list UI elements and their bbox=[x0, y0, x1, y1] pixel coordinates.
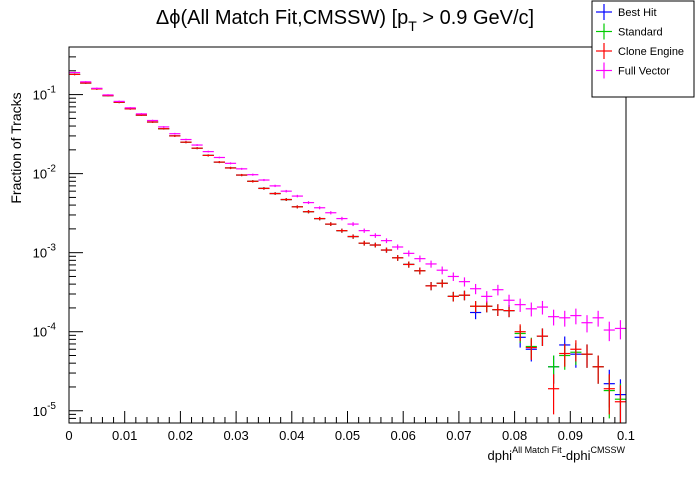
legend-box bbox=[591, 0, 695, 98]
data-layer bbox=[69, 71, 626, 423]
x-axis-label: dphiAll Match Fit-dphiCMSSW bbox=[487, 445, 625, 463]
y-tick-label: 10-5 bbox=[33, 401, 57, 419]
chart-title-tail: > 0.9 GeV/c] bbox=[417, 7, 534, 29]
legend: Best Hit Standard Clone Engine Full Vector bbox=[591, 0, 695, 98]
x-tick-label: 0.03 bbox=[223, 428, 248, 443]
x-tick-label: 0.08 bbox=[502, 428, 527, 443]
x-tick-label: 0.04 bbox=[279, 428, 304, 443]
series-full-vector bbox=[69, 71, 626, 342]
chart-title-main: Δϕ(All Match Fit,CMSSW) [p bbox=[156, 7, 408, 29]
x-tick-label: 0.05 bbox=[335, 428, 360, 443]
axes: 0 0.01 0.02 0.03 0.04 0.05 0.06 0.07 0.08 0.09 0.1… bbox=[33, 46, 635, 443]
y-tick-base: 10 bbox=[33, 325, 47, 340]
legend-label: Best Hit bbox=[618, 7, 657, 19]
plot-frame bbox=[68, 46, 627, 424]
x-axis-label-b: All Match Fit bbox=[512, 445, 562, 455]
y-tick-label: 10-3 bbox=[33, 243, 57, 261]
y-tick-exponent: -4 bbox=[47, 322, 56, 333]
chart-title-subscript: T bbox=[408, 18, 417, 34]
chart-title: Δϕ(All Match Fit,CMSSW) [pT > 0.9 GeV/c] bbox=[156, 7, 534, 34]
legend-label: Clone Engine bbox=[618, 46, 684, 58]
y-tick-exponent: -3 bbox=[47, 243, 56, 254]
legend-label: Standard bbox=[618, 27, 663, 39]
x-tick-label: 0.02 bbox=[168, 428, 193, 443]
series-best-hit bbox=[69, 73, 626, 423]
y-tick-exponent: -1 bbox=[47, 85, 56, 96]
y-tick-base: 10 bbox=[33, 404, 47, 419]
series-clone-engine bbox=[69, 73, 626, 423]
y-tick-label: 10-1 bbox=[33, 85, 57, 103]
y-tick-base: 10 bbox=[33, 246, 47, 261]
y-tick-base: 10 bbox=[33, 88, 47, 103]
y-tick-label: 10-4 bbox=[33, 322, 57, 340]
x-tick-label: 0.06 bbox=[391, 428, 416, 443]
x-tick-label: 0.01 bbox=[112, 428, 137, 443]
x-axis-label-c: -dphi bbox=[562, 448, 591, 463]
y-tick-label: 10-2 bbox=[33, 164, 57, 182]
y-tick-exponent: -2 bbox=[47, 164, 56, 175]
x-tick-label: 0.07 bbox=[446, 428, 471, 443]
x-axis-label-d: CMSSW bbox=[591, 445, 626, 455]
x-tick-label: 0.1 bbox=[617, 428, 635, 443]
x-axis-label-a: dphi bbox=[487, 448, 512, 463]
x-tick-label: 0.09 bbox=[558, 428, 583, 443]
y-tick-exponent: -5 bbox=[47, 401, 56, 412]
y-axis-label: Fraction of Tracks bbox=[8, 92, 24, 203]
series-standard bbox=[69, 73, 626, 423]
x-tick-label: 0 bbox=[65, 428, 72, 443]
y-tick-base: 10 bbox=[33, 167, 47, 182]
legend-label: Full Vector bbox=[618, 66, 670, 78]
